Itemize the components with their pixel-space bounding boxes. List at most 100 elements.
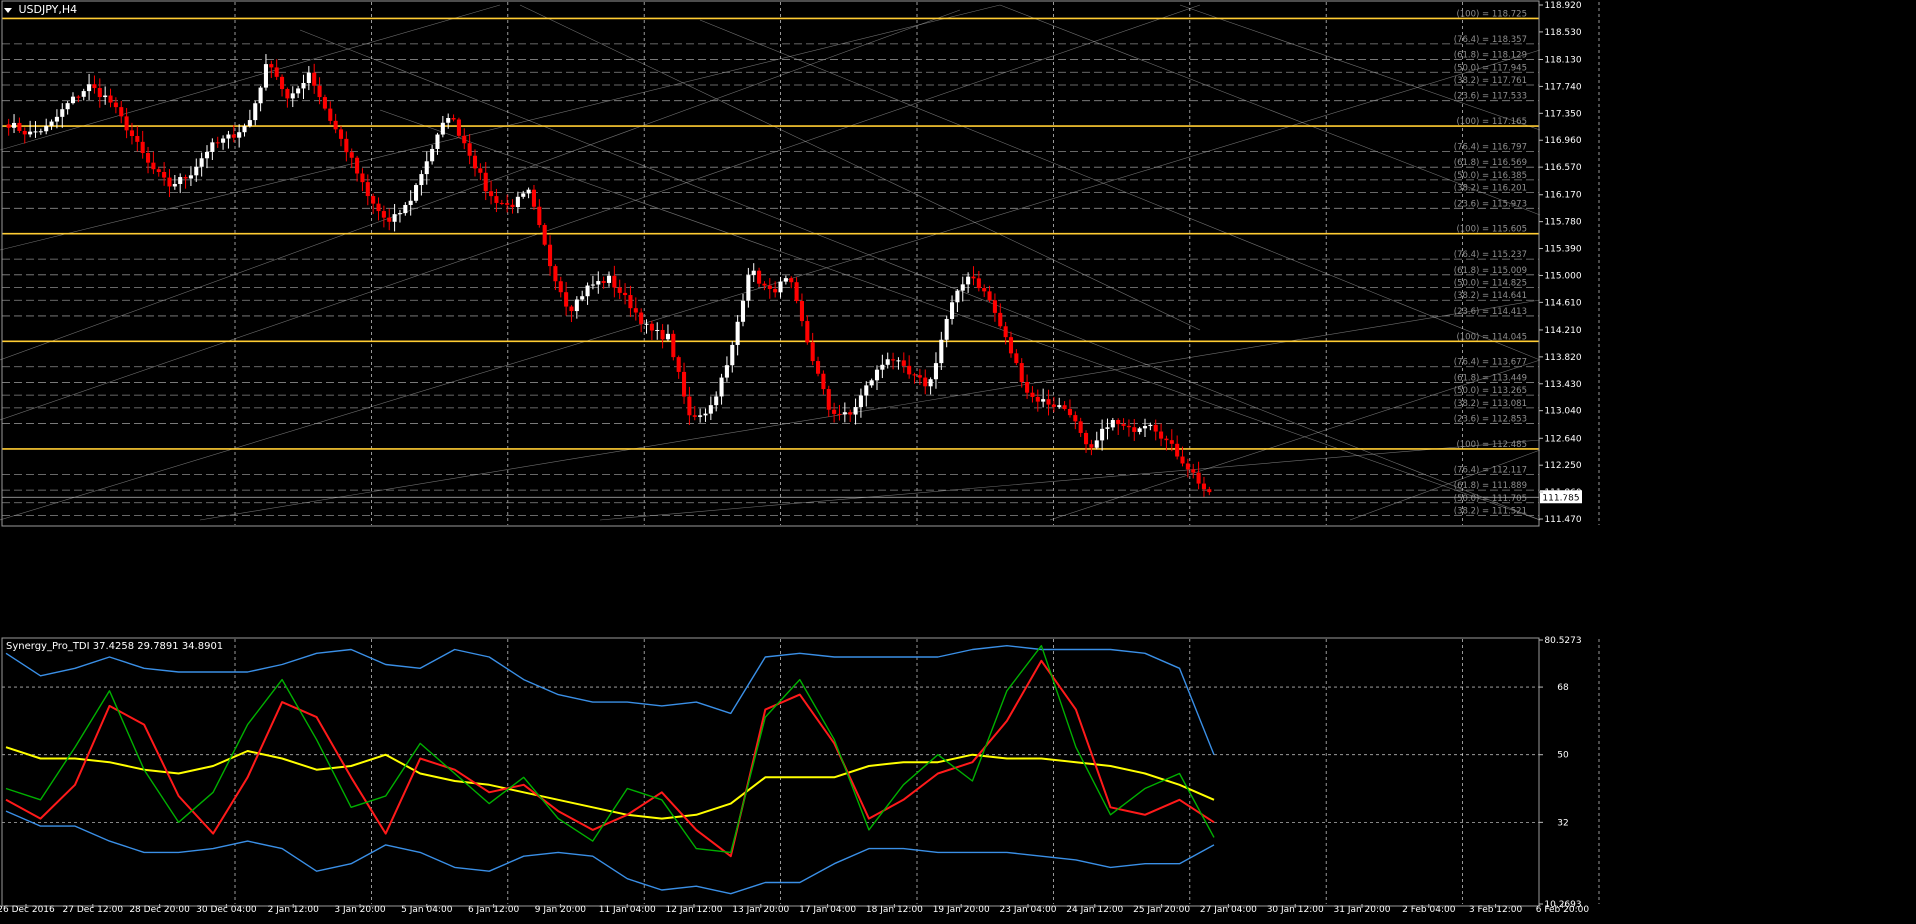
candle-body <box>484 173 488 191</box>
candle-body <box>1197 473 1201 484</box>
candle-body <box>939 340 943 363</box>
candle-body <box>532 190 536 207</box>
candle-body <box>714 396 718 405</box>
candle-body <box>200 158 204 166</box>
x-tick-label: 12 Jan 12:00 <box>666 905 723 915</box>
candle-body <box>1159 432 1163 439</box>
candle-body <box>291 93 295 98</box>
fib-level-label: (50.0) = 111.705 <box>1454 494 1527 504</box>
fib-level-label: (100) = 114.045 <box>1456 332 1527 342</box>
candle-body <box>586 286 590 297</box>
y-tick-label: 113.040 <box>1544 407 1581 417</box>
fan-line <box>380 110 1540 520</box>
candle-body <box>789 278 793 282</box>
candle-body <box>564 292 568 306</box>
fibonacci-levels: (100) = 118.725(76.4) = 118.357(61.8) = … <box>2 9 1539 516</box>
candle-body <box>334 121 338 130</box>
candle-body <box>280 77 284 89</box>
candle-body <box>50 122 54 126</box>
x-tick-label: 25 Jan 20:00 <box>1133 905 1190 915</box>
x-tick-label: 3 Jan 20:00 <box>334 905 386 915</box>
candle-body <box>194 167 198 176</box>
chevron-down-icon[interactable] <box>4 8 12 13</box>
candle-body <box>543 225 547 245</box>
symbol-title-text: USDJPY,H4 <box>19 3 78 16</box>
candle-body <box>312 73 316 86</box>
y-tick-label: 112.250 <box>1544 461 1581 471</box>
fib-level-label: (100) = 115.605 <box>1456 225 1527 235</box>
candle-body <box>130 130 134 136</box>
candle-body <box>1030 393 1034 397</box>
candle-body <box>993 300 997 313</box>
candle-body <box>671 334 675 357</box>
candle-body <box>189 175 193 178</box>
candle-body <box>414 185 418 201</box>
candle-body <box>1143 426 1147 428</box>
candle-body <box>71 97 75 103</box>
y-tick-label: 116.170 <box>1544 191 1581 201</box>
candle-body <box>12 123 16 128</box>
chart-grid <box>2 2 1599 904</box>
candle-body <box>875 370 879 381</box>
y-tick-label: 113.820 <box>1544 353 1581 363</box>
fib-level-label: (61.8) = 115.009 <box>1454 266 1527 276</box>
gann-fan-lines <box>0 5 1540 520</box>
fan-line <box>600 440 1540 520</box>
candle-body <box>569 307 573 311</box>
candle-body <box>891 359 895 360</box>
fib-level-label: (23.6) = 115.973 <box>1454 199 1527 209</box>
x-tick-label: 2 Feb 04:00 <box>1402 905 1456 915</box>
fib-level-label: (76.4) = 115.237 <box>1454 250 1527 260</box>
candle-body <box>998 313 1002 326</box>
y-tick-label: 111.860 <box>1544 488 1581 498</box>
fan-line <box>700 20 1540 360</box>
y-tick-label: 111.470 <box>1544 515 1581 525</box>
candle-body <box>285 89 289 98</box>
candle-body <box>934 363 938 379</box>
candle-body <box>1025 382 1029 393</box>
candle-body <box>108 96 112 103</box>
fib-level-label: (23.6) = 112.853 <box>1454 415 1527 425</box>
candle-body <box>382 211 386 218</box>
candle-body <box>1122 424 1126 426</box>
candle-body <box>1202 484 1206 490</box>
fib-level-label: (61.8) = 111.889 <box>1454 481 1527 491</box>
candle-body <box>639 313 643 324</box>
candle-body <box>870 380 874 385</box>
symbol-title[interactable]: USDJPY,H4 <box>4 3 77 16</box>
candle-body <box>1095 440 1099 447</box>
candle-body <box>548 245 552 266</box>
fib-level-label: (100) = 112.485 <box>1456 440 1527 450</box>
candle-body <box>623 293 627 295</box>
candle-body <box>880 365 884 370</box>
candle-body <box>618 288 622 293</box>
candle-body <box>157 169 161 172</box>
fib-level-label: (38.2) = 116.201 <box>1454 184 1527 194</box>
candle-body <box>210 142 214 152</box>
candle-body <box>805 321 809 342</box>
fib-level-label: (38.2) = 114.641 <box>1454 291 1527 301</box>
candle-body <box>221 139 225 143</box>
candle-body <box>1068 409 1072 415</box>
candle-body <box>596 281 600 284</box>
candle-body <box>982 288 986 291</box>
candle-body <box>23 131 27 134</box>
candle-body <box>988 291 992 300</box>
y-tick-label: 115.390 <box>1544 245 1581 255</box>
candle-body <box>462 136 466 143</box>
candle-body <box>403 205 407 213</box>
candle-body <box>1057 405 1061 407</box>
candle-body <box>248 120 252 126</box>
fib-level-label: (50.0) = 114.825 <box>1454 279 1527 289</box>
fan-line <box>200 300 1540 520</box>
candle-body <box>55 117 59 122</box>
candle-body <box>602 281 606 283</box>
candle-body <box>162 172 166 178</box>
candle-body <box>677 357 681 372</box>
candle-body <box>7 124 11 127</box>
candle-body <box>468 143 472 156</box>
y-tick-label: 115.000 <box>1544 271 1581 281</box>
candle-body <box>409 201 413 205</box>
fib-level-label: (100) = 118.725 <box>1456 9 1527 19</box>
candle-body <box>768 286 772 289</box>
